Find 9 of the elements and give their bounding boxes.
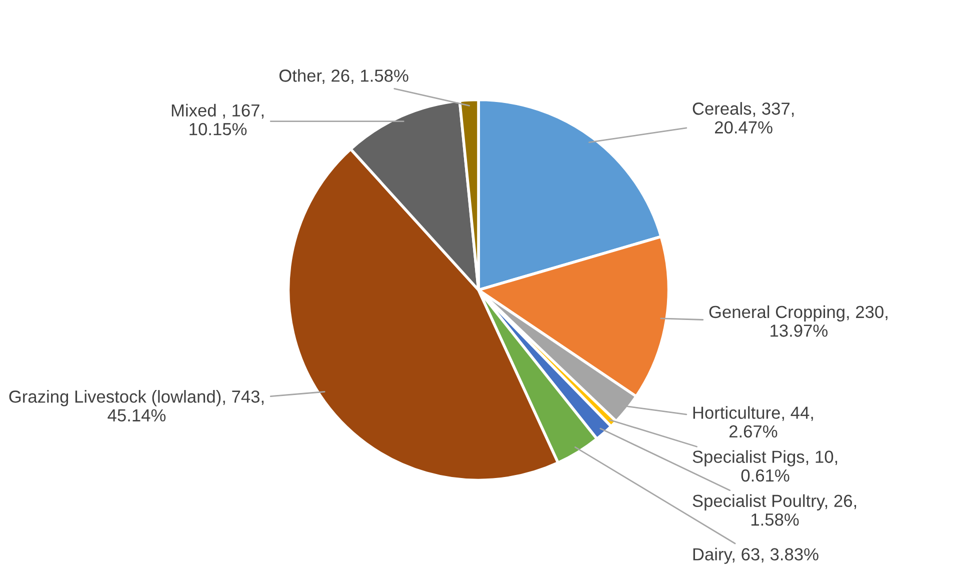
slice-label: Other, 26, 1.58% [279,69,408,84]
slice-label: Specialist Pigs, 10, 0.61% [692,450,838,482]
slice-label: Mixed , 167, 10.15% [172,104,264,136]
slice-label: Cereals, 337, 20.47% [692,102,794,134]
slice-label: Grazing Livestock (lowland), 743, 45.14% [9,390,264,422]
slice-label: Specialist Poultry, 26, 1.58% [692,494,856,526]
slice-label: Horticulture, 44, 2.67% [693,406,813,438]
slice-label: Dairy, 63, 3.83% [693,548,818,564]
slice-label: General Cropping, 230, 13.97% [709,305,888,337]
